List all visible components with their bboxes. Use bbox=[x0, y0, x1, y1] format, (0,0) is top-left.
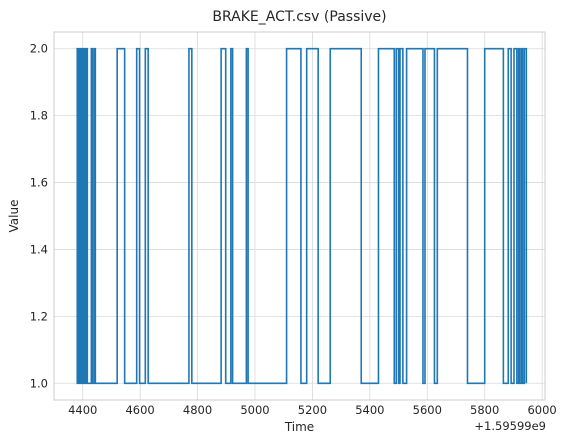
y-axis-label: Value bbox=[7, 200, 21, 233]
x-tick-labels: 4400 4600 4800 5000 5200 5400 5600 5800 6000 bbox=[68, 403, 557, 417]
y-tick-label: 1.8 bbox=[30, 109, 48, 123]
x-tick-label: 4600 bbox=[125, 403, 154, 417]
chart-title: BRAKE_ACT.csv (Passive) bbox=[212, 9, 386, 25]
y-tick-label: 1.6 bbox=[30, 176, 48, 190]
x-tick-label: 4800 bbox=[183, 403, 212, 417]
y-tick-label: 2.0 bbox=[30, 42, 48, 56]
x-tick-label: 5200 bbox=[298, 403, 327, 417]
y-tick-labels: 1.0 1.2 1.4 1.6 1.8 2.0 bbox=[30, 42, 48, 391]
x-tick-label: 5600 bbox=[413, 403, 442, 417]
x-tick-label: 5800 bbox=[470, 403, 499, 417]
plot-frame bbox=[53, 31, 546, 401]
x-tick-label: 4400 bbox=[68, 403, 97, 417]
x-tick-label: 5400 bbox=[355, 403, 384, 417]
y-tick-label: 1.2 bbox=[30, 309, 48, 323]
x-axis-offset-label: +1.59599e9 bbox=[474, 419, 546, 433]
y-tick-label: 1.4 bbox=[30, 242, 48, 256]
x-axis-label: Time bbox=[284, 420, 314, 434]
x-tick-label: 5000 bbox=[240, 403, 269, 417]
y-tick-label: 1.0 bbox=[30, 376, 48, 390]
series-line bbox=[76, 47, 528, 385]
series-layer bbox=[76, 47, 528, 385]
x-tick-label: 6000 bbox=[527, 403, 556, 417]
